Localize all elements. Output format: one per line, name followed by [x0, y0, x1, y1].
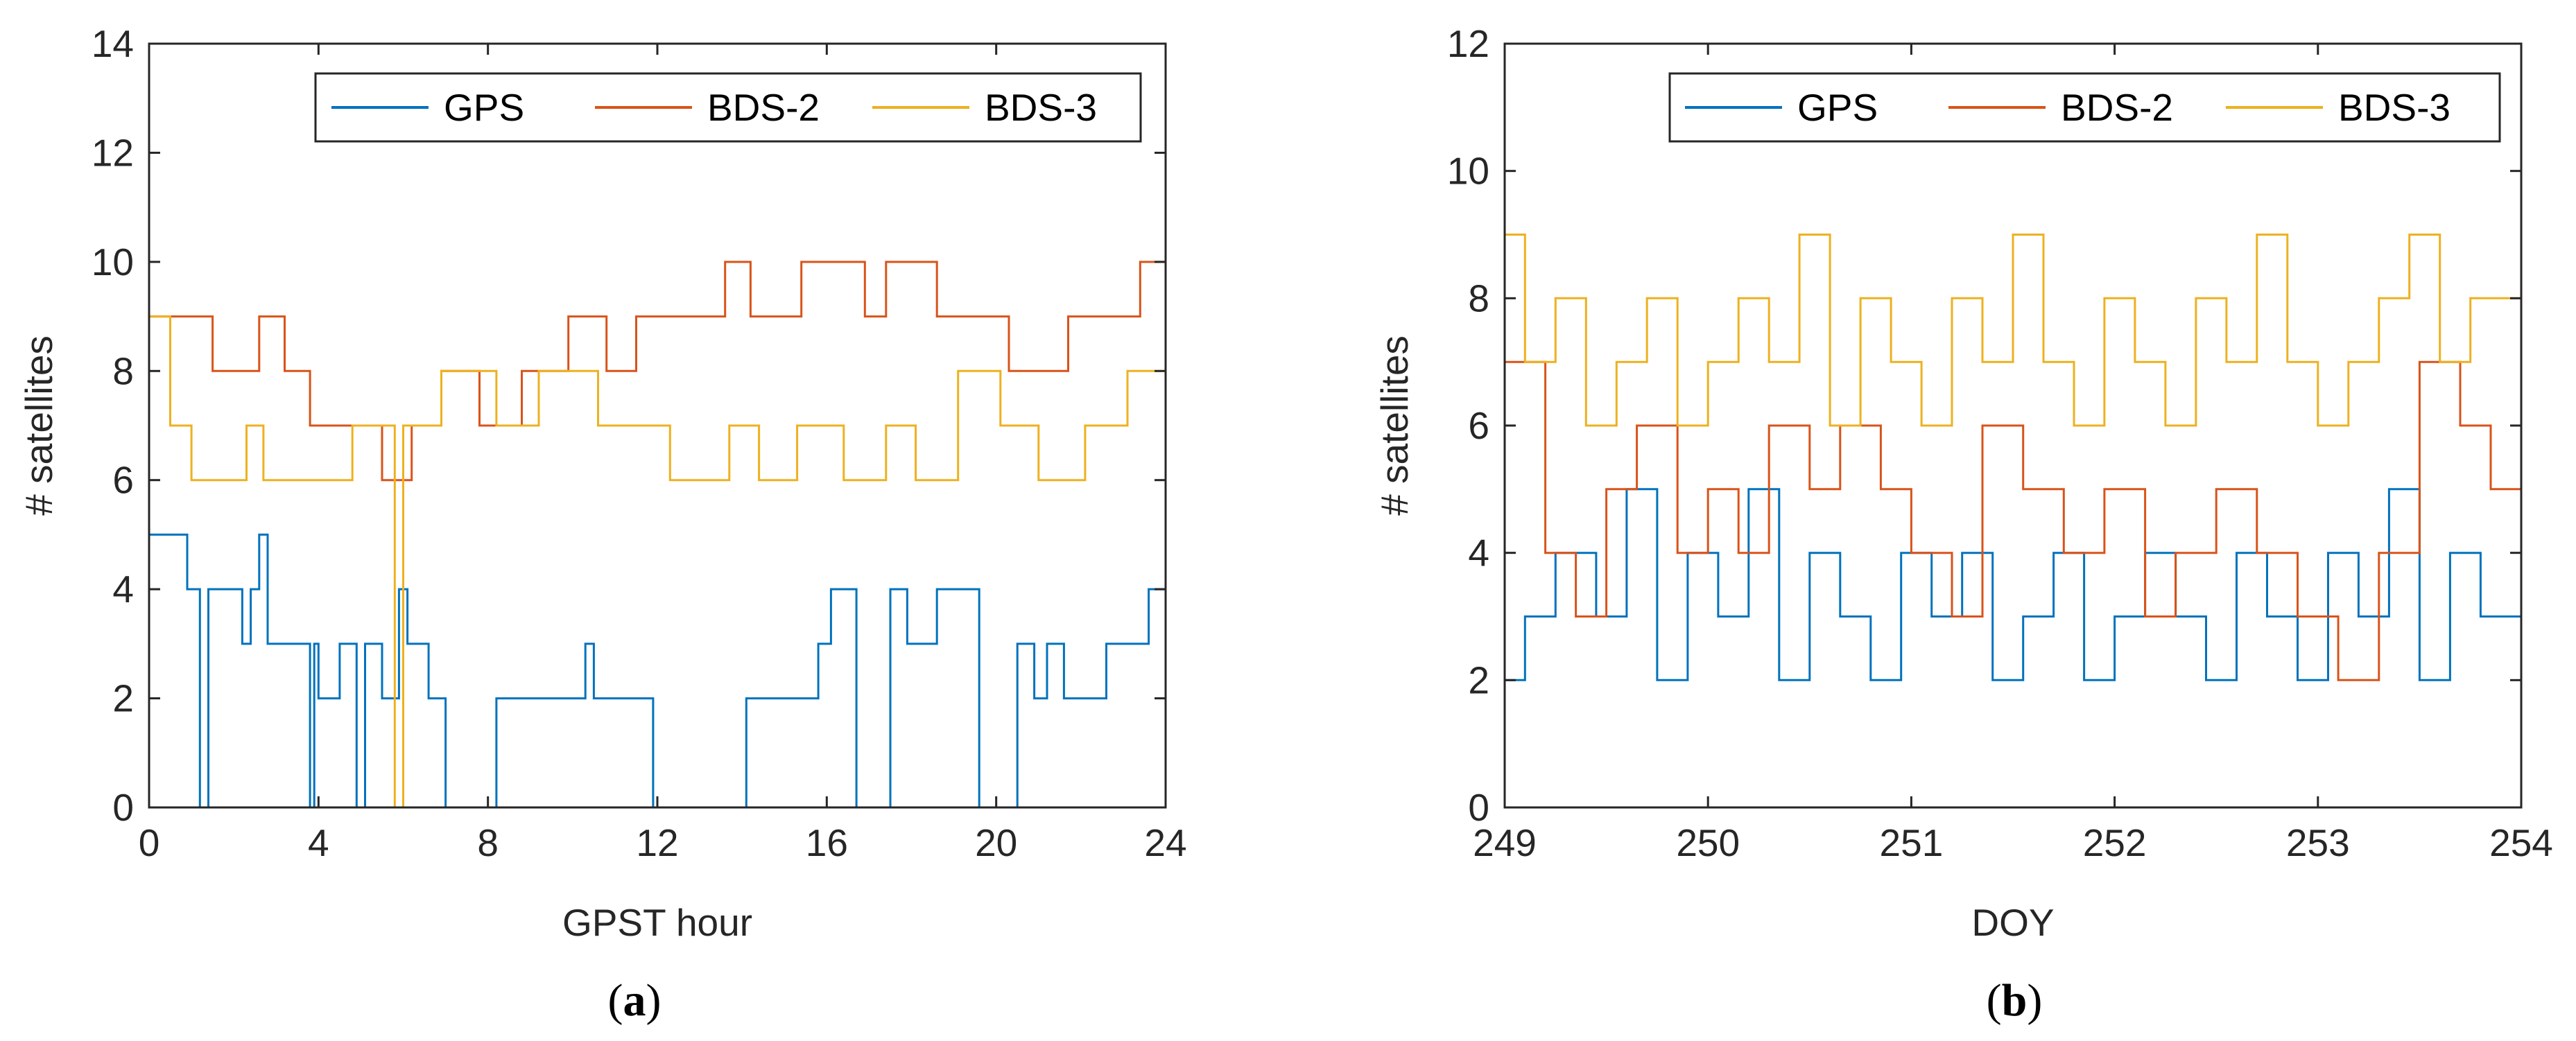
- panel-b-legend-label-bds2: BDS-2: [2061, 86, 2173, 129]
- panel-b-legend-box: [1668, 72, 2501, 143]
- panel-a-xtick-label: 8: [477, 821, 499, 864]
- panel-b-ytick-label: 12: [1447, 22, 1489, 65]
- panel-b-caption-letter: b: [2002, 975, 2028, 1026]
- panel-a-ylabel: # satellites: [17, 335, 60, 516]
- panel-b-xtick-label: 249: [1473, 821, 1537, 864]
- panel-a-ytick-label: 6: [112, 459, 134, 502]
- panel-b-series-gps: [1505, 488, 2521, 681]
- panel-a-ytick-label: 10: [92, 240, 134, 283]
- panel-b-legend-label-bds3: BDS-3: [2338, 86, 2450, 129]
- panel-b-chart: 249 250 251 252 253 254 0 2 4 6 8 10 12 DOY # satell…: [1373, 22, 2553, 1026]
- panel-b-series-bds3: [1505, 234, 2521, 427]
- panel-a-ytick-label: 14: [92, 22, 134, 65]
- panel-a-legend-label-bds3: BDS-3: [985, 86, 1097, 129]
- panel-a-xtick-label: 24: [1144, 821, 1186, 864]
- panel-b-xtick-label: 254: [2489, 821, 2553, 864]
- panel-b-legend: GPS BDS-2 BDS-3: [1668, 72, 2501, 143]
- panel-a-legend-box: [314, 72, 1142, 143]
- panel-a-xtick-label: 20: [975, 821, 1017, 864]
- panel-b-ytick-label: 6: [1468, 404, 1489, 447]
- panel-b-xtick-label: 253: [2286, 821, 2350, 864]
- panel-a-ytick-label: 0: [112, 786, 134, 829]
- panel-a-ytick-label: 4: [112, 568, 134, 611]
- panel-a-caption: (a): [608, 975, 662, 1026]
- panel-b-xtick-label: 252: [2083, 821, 2147, 864]
- panel-a-legend: GPS BDS-2 BDS-3: [314, 72, 1142, 143]
- panel-a-xtick-label: 16: [806, 821, 848, 864]
- panel-a-xlabel: GPST hour: [562, 901, 752, 944]
- panel-a-xtick-label: 12: [636, 821, 678, 864]
- panel-b-xtick-label: 250: [1676, 821, 1740, 864]
- panel-a-xtick-label: 0: [139, 821, 160, 864]
- panel-a-legend-label-gps: GPS: [444, 86, 524, 129]
- panel-a-ytick-label: 12: [92, 131, 134, 174]
- panel-a-ytick-label: 2: [112, 677, 134, 720]
- panel-a-xtick-label: 4: [308, 821, 329, 864]
- panel-a-series-bds3: [149, 315, 1166, 809]
- panel-a-legend-label-bds2: BDS-2: [707, 86, 820, 129]
- panel-b-ylabel: # satellites: [1373, 335, 1416, 516]
- panel-b-caption: (b): [1987, 975, 2043, 1026]
- panel-b-series-group: [1505, 234, 2521, 681]
- panel-b-xlabel: DOY: [1971, 901, 2054, 944]
- panel-a-ytick-label: 8: [112, 349, 134, 392]
- panel-b-series-bds2: [1505, 360, 2521, 681]
- panel-a-caption-letter: a: [623, 975, 646, 1026]
- panel-b-ytick-label: 8: [1468, 277, 1489, 320]
- panel-b-xtick-label: 251: [1880, 821, 1944, 864]
- panel-b-legend-label-gps: GPS: [1797, 86, 1878, 129]
- panel-b-ytick-label: 4: [1468, 532, 1489, 575]
- panel-b-ytick-label: 10: [1447, 150, 1489, 193]
- panel-b-ticks-group: 249 250 251 252 253 254 0 2 4 6 8 10 12: [1447, 22, 2553, 864]
- panel-b-ytick-label: 2: [1468, 658, 1489, 701]
- panel-b-ytick-label: 0: [1468, 786, 1489, 829]
- panel-a-series-bds2: [149, 261, 1166, 482]
